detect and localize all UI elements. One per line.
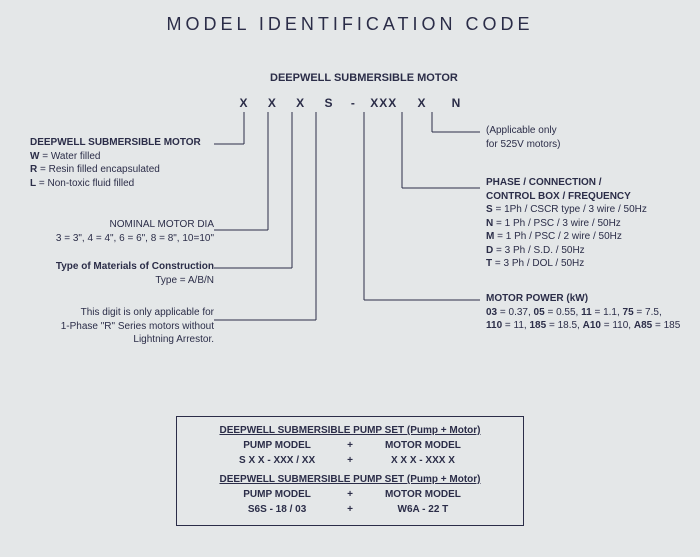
applicable-note-l2: for 525V motors) [486, 138, 560, 152]
code-p6: X [406, 96, 438, 110]
nominal-dia-hdr: NOMINAL MOTOR DIA [30, 218, 214, 232]
digit-note-l1: This digit is only applicable for [30, 306, 214, 320]
code-p1: X [232, 96, 256, 110]
pump-model-hdr-2: PUMP MODEL [217, 489, 337, 500]
motor-pattern: X X X - XXX X [363, 455, 483, 466]
phase-hdr1: PHASE / CONNECTION / [486, 176, 686, 190]
plus-1: + [347, 440, 353, 451]
code-p7: N [442, 96, 470, 110]
set-label-2: DEEPWELL SUBMERSIBLE PUMP SET (Pump + Mo… [219, 474, 480, 485]
nominal-dia-line: 3 = 3", 4 = 4", 6 = 6", 8 = 8", 10=10" [30, 232, 214, 246]
set-label-1: DEEPWELL SUBMERSIBLE PUMP SET (Pump + Mo… [187, 425, 513, 436]
pump-pattern: S X X - XXX / XX [217, 455, 337, 466]
motor-subtitle: DEEPWELL SUBMERSIBLE MOTOR [270, 72, 458, 84]
digit-note-l2: 1-Phase "R" Series motors without [30, 320, 214, 334]
block-digit-note: This digit is only applicable for 1-Phas… [30, 306, 214, 347]
plus-3: + [347, 489, 353, 500]
motor-model-hdr: MOTOR MODEL [363, 440, 483, 451]
pump-set-box: DEEPWELL SUBMERSIBLE PUMP SET (Pump + Mo… [176, 416, 524, 526]
block-motor-type: DEEPWELL SUBMERSIBLE MOTOR W = Water fil… [30, 136, 214, 190]
plus-2: + [347, 455, 353, 466]
ex-pump: S6S - 18 / 03 [217, 504, 337, 515]
motor-model-hdr-2: MOTOR MODEL [363, 489, 483, 500]
code-p3: X [289, 96, 313, 110]
block-power: MOTOR POWER (kW) 03 = 0.37, 05 = 0.55, 1… [486, 292, 696, 333]
code-row: X X X S - XXX X N [232, 96, 470, 110]
block-nominal-dia: NOMINAL MOTOR DIA 3 = 3", 4 = 4", 6 = 6"… [30, 218, 214, 245]
materials-line: Type = A/B/N [30, 274, 214, 288]
applicable-note: (Applicable only for 525V motors) [486, 124, 560, 151]
digit-note-l3: Lightning Arrestor. [30, 333, 214, 347]
code-p5: XXX [366, 96, 402, 110]
code-dash: - [345, 96, 361, 110]
block-phase: PHASE / CONNECTION / CONTROL BOX / FREQU… [486, 176, 686, 271]
power-hdr: MOTOR POWER (kW) [486, 292, 696, 306]
code-p4: S [317, 96, 341, 110]
materials-hdr: Type of Materials of Construction [30, 260, 214, 274]
ex-motor: W6A - 22 T [363, 504, 483, 515]
applicable-note-l1: (Applicable only [486, 124, 560, 138]
code-p2: X [260, 96, 284, 110]
page-title: MODEL IDENTIFICATION CODE [0, 0, 700, 35]
block-materials: Type of Materials of Construction Type =… [30, 260, 214, 287]
pump-model-hdr: PUMP MODEL [217, 440, 337, 451]
motor-type-hdr: DEEPWELL SUBMERSIBLE MOTOR [30, 136, 214, 150]
phase-hdr2: CONTROL BOX / FREQUENCY [486, 190, 686, 204]
plus-4: + [347, 504, 353, 515]
